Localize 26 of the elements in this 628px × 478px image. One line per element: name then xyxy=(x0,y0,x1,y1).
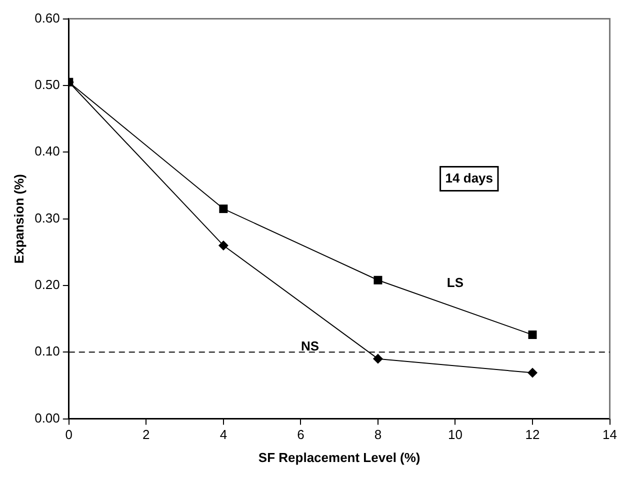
x-tick-label: 4 xyxy=(220,427,228,442)
point xyxy=(528,330,537,340)
y-tick-label: 0.00 xyxy=(34,410,60,426)
point xyxy=(218,240,228,250)
x-tick-label: 10 xyxy=(448,427,462,442)
x-axis-title: SF Replacement Level (%) xyxy=(258,450,420,465)
x-tick-label: 14 xyxy=(602,427,618,442)
y-tick-label: 0.50 xyxy=(34,77,60,92)
x-tick-label: 12 xyxy=(525,427,540,442)
point xyxy=(528,368,538,378)
x-tick-label: 6 xyxy=(297,427,304,442)
y-tick-label: 0.60 xyxy=(34,10,60,26)
y-tick-label: 0.30 xyxy=(34,210,60,226)
y-axis-title: Expansion (%) xyxy=(11,174,26,264)
x-tick-label: 8 xyxy=(374,427,382,442)
point xyxy=(219,204,228,214)
y-tick-label: 0.20 xyxy=(34,277,60,292)
series-label: NS xyxy=(300,338,320,354)
point xyxy=(374,276,382,284)
x-tick-label: 2 xyxy=(142,427,150,442)
y-tick-label: 0.40 xyxy=(34,144,60,159)
series-label: LS xyxy=(446,275,464,290)
annotation: 14 days xyxy=(445,170,493,186)
y-tick-label: 0.10 xyxy=(34,344,60,359)
point xyxy=(372,354,383,364)
x-tick-label: 0 xyxy=(65,427,73,442)
